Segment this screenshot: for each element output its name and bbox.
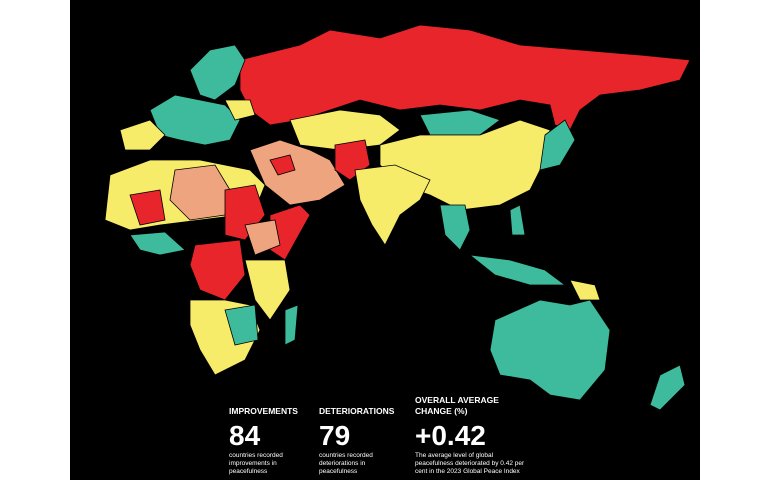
indonesia [468, 254, 567, 286]
syria [269, 154, 296, 176]
papua [569, 279, 601, 301]
stat-description: improvements in [229, 460, 277, 467]
stat-description: countries recorded [319, 452, 373, 459]
madagascar [284, 304, 299, 346]
stat-description: deteriorations in [319, 460, 366, 467]
stat-description: cent in the 2023 Global Peace Index [415, 468, 521, 475]
stat-value: 79 [319, 420, 350, 451]
indochina [439, 204, 471, 251]
australia [489, 299, 611, 401]
stat-heading: CHANGE (%) [415, 406, 468, 416]
stat-value: +0.42 [415, 420, 486, 451]
ukraine-area [224, 99, 256, 121]
stat-description: peacefulness [319, 468, 358, 475]
philippines [509, 204, 526, 236]
world-map [104, 24, 691, 411]
japan [539, 119, 576, 171]
stats: IMPROVEMENTS 84 countries recorded impro… [229, 395, 525, 475]
mali [129, 189, 166, 226]
stat-description: peacefulness [229, 468, 268, 475]
stat-heading: IMPROVEMENTS [229, 406, 298, 416]
mongolia [419, 109, 501, 136]
stat-value: 84 [229, 420, 261, 451]
zambia [224, 304, 259, 346]
stat-description: The average level of global [415, 452, 494, 459]
new-zealand [649, 364, 686, 411]
east-africa [244, 259, 291, 321]
stat-description: peacefulness deteriorated by 0.42 per [415, 460, 525, 467]
europe [149, 94, 241, 146]
middle-east [249, 139, 346, 206]
stat-heading: DETERIORATIONS [319, 406, 395, 416]
iberia [119, 119, 166, 151]
west-africa [129, 231, 186, 256]
india [354, 164, 431, 246]
stat-heading: OVERALL AVERAGE [415, 395, 499, 405]
scandinavia [189, 44, 246, 101]
central-asia [289, 109, 401, 151]
ethiopia [244, 219, 281, 256]
stat-description: countries recorded [229, 452, 283, 459]
